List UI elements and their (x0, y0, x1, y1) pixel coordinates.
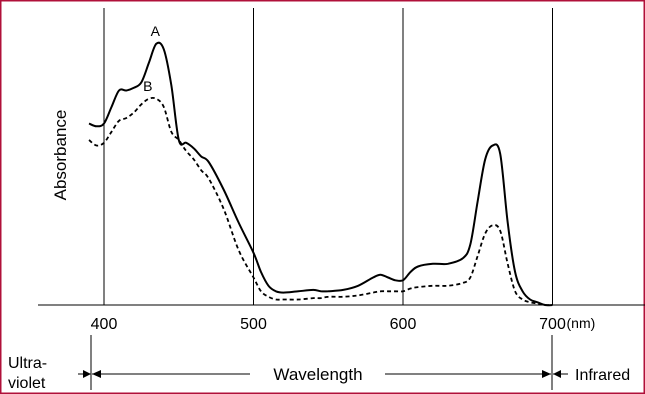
x-tick-label-700: 700 (539, 316, 566, 333)
wavelength-arrow-right-head (542, 370, 551, 378)
vertical-gridlines (103, 8, 553, 305)
series-label-A: A (151, 23, 161, 39)
y-axis-label: Absorbance (51, 110, 70, 201)
wavelength-label: Wavelength (273, 365, 362, 384)
x-axis-unit: (nm) (567, 315, 596, 331)
uv-label-line2: violet (8, 375, 46, 392)
uv-label-line1: Ultra- (8, 355, 47, 372)
ir-label: Infrared (575, 367, 630, 384)
x-tick-label-500: 500 (240, 316, 267, 333)
x-tick-label-600: 600 (390, 316, 417, 333)
ir-arrow-head (553, 370, 561, 378)
series-group: AB (88, 23, 553, 307)
wavelength-arrow-left-head (92, 370, 101, 378)
uv-arrow-head (83, 370, 91, 378)
spectrum-bar: Ultra- violet Wavelength Infrared (8, 335, 630, 392)
series-line-A (88, 41, 553, 307)
x-tick-label-400: 400 (91, 316, 118, 333)
series-label-B: B (143, 78, 152, 94)
series-line-B (88, 97, 553, 306)
x-tick-labels: 400 500 600 700 (91, 316, 566, 333)
